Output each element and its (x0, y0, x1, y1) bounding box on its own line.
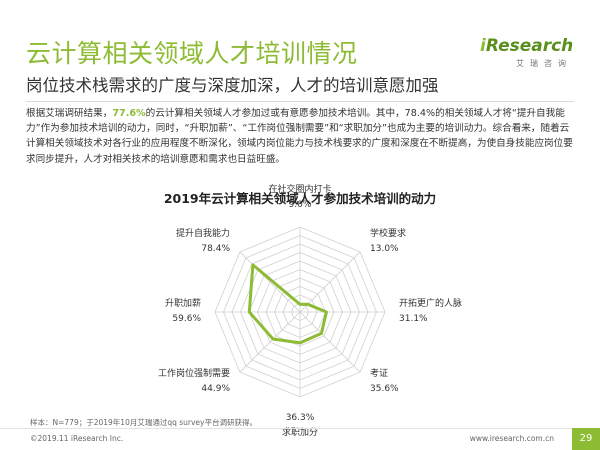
category-label: 工作岗位强制需要 (157, 369, 230, 379)
category-label: 求职加分 (281, 428, 319, 438)
value-label: 35.6% (370, 384, 399, 394)
value-label: 78.4% (201, 244, 230, 254)
radar-axis-line (239, 311, 301, 373)
chart-title: 2019年云计算相关领域人才参加技术培训的动力 (163, 191, 437, 206)
category-label: 在社交圈内打卡 (268, 185, 332, 195)
radar-axis-label: 开拓更广的人脉 31.1% (399, 297, 462, 327)
header-divider (26, 101, 574, 102)
category-label: 升职加薪 (164, 299, 201, 309)
radar-axis-line (299, 251, 361, 313)
highlight-value: 77.6% (112, 108, 146, 119)
copyright: ©2019.11 iResearch Inc. (30, 434, 124, 443)
value-label: 9.0% (288, 200, 312, 210)
radar-series-line (247, 263, 328, 345)
footnote: 样本：N=779；于2019年10月艾瑞通过qq survey平台调研获得。 (30, 418, 257, 427)
value-label: 44.9% (201, 384, 230, 394)
category-label: 提升自我能力 (175, 229, 230, 239)
value-label: 13.0% (370, 244, 399, 254)
radar-axis-label: 升职加薪 59.6% (165, 297, 201, 327)
iresearch-logo: iResearch 艾瑞咨询 (476, 36, 576, 76)
radar-axis-label: 考证 35.6% (370, 367, 399, 397)
logo-subtext: 艾瑞咨询 (516, 59, 572, 68)
radar-axis-line (239, 251, 301, 313)
radar-series (247, 263, 328, 345)
value-label: 59.6% (172, 314, 201, 324)
category-label: 学校要求 (370, 229, 407, 239)
radar-axes (215, 227, 385, 397)
radar-axis-line (299, 311, 361, 373)
page-title: 云计算相关领域人才培训情况 (26, 39, 358, 68)
footer-divider (0, 428, 600, 429)
category-label: 开拓更广的人脉 (399, 299, 463, 309)
radar-axis-label: 36.3% 求职加分 (282, 411, 318, 441)
page-subtitle: 岗位技术栈需求的广度与深度加深，人才的培训意愿加强 (26, 76, 439, 95)
website-link[interactable]: www.iresearch.com.cn (469, 434, 554, 443)
page-number: 29 (572, 428, 600, 450)
value-label: 36.3% (285, 413, 315, 423)
radar-axis-label: 提升自我能力 78.4% (176, 227, 230, 257)
category-label: 考证 (370, 369, 389, 379)
value-label: 31.1% (399, 314, 428, 324)
radar-axis-label: 在社交圈内打卡 9.0% (268, 183, 331, 213)
summary-paragraph: 根据艾瑞调研结果，77.6%的云计算相关领域人才参加过或有意愿参加技术培训。其中… (26, 108, 573, 165)
radar-axis-label: 学校要求 13.0% (370, 227, 406, 257)
radar-axis-label: 工作岗位强制需要 44.9% (158, 367, 230, 397)
logo-wordmark: iResearch (480, 36, 574, 56)
